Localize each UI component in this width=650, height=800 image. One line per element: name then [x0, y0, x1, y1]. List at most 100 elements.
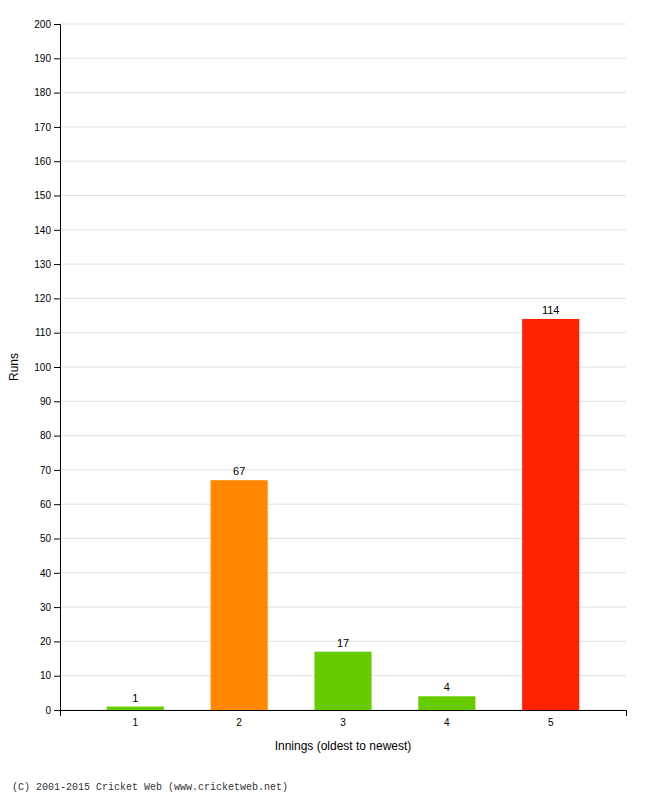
- tick-label: 50: [40, 533, 52, 544]
- tick: 3: [340, 717, 346, 728]
- tick-label: 20: [40, 636, 52, 647]
- tick-mark: [54, 539, 60, 540]
- tick-mark: [54, 401, 60, 402]
- tick-label: 170: [34, 122, 51, 133]
- tick-mark: [54, 470, 60, 471]
- tick-mark: [54, 264, 60, 265]
- tick-label: 80: [40, 430, 52, 441]
- tick-label: 1: [133, 717, 139, 728]
- tick: 200: [34, 19, 60, 30]
- tick: 0: [45, 705, 60, 716]
- tick-mark: [54, 504, 60, 505]
- tick-label: 70: [40, 465, 52, 476]
- tick-label: 60: [40, 499, 52, 510]
- tick-label: 110: [35, 327, 51, 338]
- tick: 80: [40, 430, 60, 441]
- tick-label: 100: [34, 362, 51, 373]
- tick-mark: [54, 58, 60, 59]
- grid: [60, 24, 626, 710]
- tick-label: 30: [40, 602, 52, 613]
- bar: [314, 652, 371, 710]
- data-labels: 167174114: [132, 304, 559, 704]
- footer: (C) 2001-2015 Cricket Web (www.cricketwe…: [12, 782, 288, 793]
- tick: 50: [40, 533, 60, 544]
- grid-line: [60, 229, 626, 230]
- grid-line: [60, 24, 626, 25]
- tick: 90: [40, 396, 60, 407]
- tick-mark: [54, 607, 60, 608]
- data-label: 4: [444, 681, 450, 693]
- tick-mark: [54, 93, 60, 94]
- tick: 150: [34, 190, 60, 201]
- tick: 70: [40, 465, 60, 476]
- y-axis-title: Runs: [7, 353, 21, 381]
- tick: 110: [35, 327, 60, 338]
- axis-line: [61, 711, 627, 717]
- grid-line: [60, 126, 626, 127]
- data-label: 114: [542, 304, 560, 316]
- tick-mark: [54, 641, 60, 642]
- tick-mark: [54, 127, 60, 128]
- tick: 10: [40, 670, 60, 681]
- tick-label: 130: [34, 259, 51, 270]
- tick-mark: [54, 24, 60, 25]
- tick: 30: [40, 602, 60, 613]
- tick: 120: [34, 293, 60, 304]
- tick-label: 160: [34, 156, 51, 167]
- tick: 170: [34, 122, 60, 133]
- tick: 1: [133, 717, 139, 728]
- bar: [522, 319, 579, 710]
- y-axis: 0 10 20 30 40 50 60 70 80 90 100 110 120 130 140 150 160…: [34, 19, 60, 716]
- bar: [107, 707, 164, 710]
- tick-mark: [54, 436, 60, 437]
- tick-mark: [54, 196, 60, 197]
- tick-label: 150: [34, 190, 51, 201]
- tick: 60: [40, 499, 60, 510]
- bar: [211, 480, 268, 710]
- axis-line: [54, 25, 61, 711]
- grid-line: [60, 195, 626, 196]
- tick-label: 3: [340, 717, 346, 728]
- x-axis-title: Innings (oldest to newest): [275, 739, 412, 753]
- tick-label: 2: [236, 717, 242, 728]
- tick-label: 0: [45, 705, 51, 716]
- tick-label: 4: [444, 717, 450, 728]
- tick: 130: [34, 259, 60, 270]
- tick: 5: [548, 717, 554, 728]
- tick-mark: [54, 298, 60, 299]
- tick: 20: [40, 636, 60, 647]
- tick-label: 140: [34, 225, 51, 236]
- tick-label: 120: [34, 293, 51, 304]
- tick-label: 5: [548, 717, 554, 728]
- tick-label: 10: [40, 670, 52, 681]
- tick-mark: [54, 573, 60, 574]
- grid-line: [60, 298, 626, 299]
- tick: 180: [34, 87, 60, 98]
- chart: 0 10 20 30 40 50 60 70 80 90 100 110 120 130 140 150 160…: [0, 0, 650, 800]
- tick: 4: [444, 717, 450, 728]
- grid-line: [60, 58, 626, 59]
- tick: 160: [34, 156, 60, 167]
- plot: 0 10 20 30 40 50 60 70 80 90 100 110 120 130 140 150 160…: [34, 19, 626, 728]
- tick-label: 90: [40, 396, 52, 407]
- data-label: 17: [337, 637, 349, 649]
- x-axis: 1 2 3 4 5: [61, 711, 627, 729]
- tick-mark: [54, 161, 60, 162]
- grid-line: [60, 264, 626, 265]
- grid-line: [60, 92, 626, 93]
- tick-mark: [54, 230, 60, 231]
- tick-label: 180: [34, 87, 51, 98]
- grid-line: [60, 161, 626, 162]
- bars: [107, 319, 580, 710]
- tick: 40: [40, 568, 60, 579]
- bar: [418, 696, 475, 710]
- tick-label: 200: [34, 19, 51, 30]
- tick-label: 40: [40, 568, 52, 579]
- tick: 2: [236, 717, 242, 728]
- tick-mark: [54, 367, 60, 368]
- tick-mark: [54, 710, 60, 711]
- data-label: 67: [233, 465, 245, 477]
- tick: 190: [34, 53, 60, 64]
- tick-mark: [54, 676, 60, 677]
- tick-label: 190: [34, 53, 51, 64]
